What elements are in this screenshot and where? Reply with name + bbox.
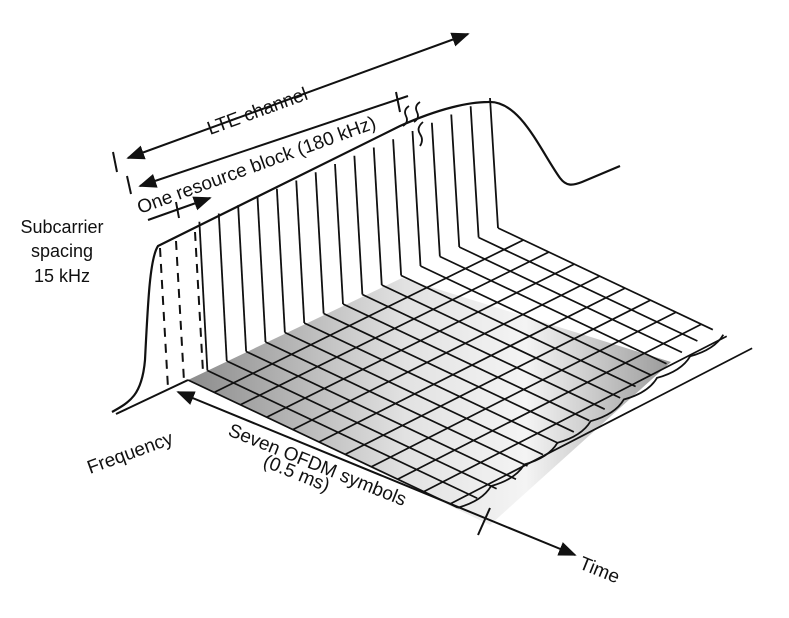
subcarrier-bar: [334, 163, 344, 305]
grid-time-line: [439, 255, 667, 365]
subcarrier-bar: [469, 106, 480, 238]
lte-channel-arrow: [126, 32, 470, 160]
subcarrier-spacing-tick: [175, 201, 180, 219]
subcarrier-label-line1: Subcarrier: [20, 217, 103, 237]
time-axis-arrow: [176, 391, 577, 556]
subcarrier-bar: [198, 221, 209, 371]
subcarrier-label-line3: 15 kHz: [34, 266, 90, 286]
subcarrier-bar: [314, 172, 325, 314]
subcarrier-bar: [237, 205, 248, 352]
lte-channel-tick: [112, 151, 118, 173]
subcarrier-bar: [392, 139, 403, 276]
grid-time-line: [362, 293, 606, 410]
grid-time-line: [458, 246, 683, 354]
resource-block-label: One resource block (180 kHz): [135, 113, 379, 219]
grid-time-line: [381, 284, 621, 399]
time-label: Time: [576, 553, 622, 588]
subcarrier-bar: [275, 188, 286, 333]
frequency-baseline: [115, 379, 189, 415]
resource-block-tick-right: [395, 91, 401, 113]
subcarrier-dashed-line-1: [159, 247, 169, 389]
resource-block-tick-left: [126, 175, 132, 195]
subcarrier-label-line2: spacing: [31, 241, 93, 261]
subcarrier-dashed-line-3: [194, 231, 204, 373]
lte-channel-label: LTE channel: [205, 84, 311, 140]
subcarrier-bar: [372, 147, 383, 286]
subcarrier-bar: [353, 155, 364, 295]
subcarrier-bar: [217, 213, 228, 362]
subcarrier-bar: [295, 180, 306, 324]
resource-block-arrow: [138, 95, 409, 188]
subcarrier-dashed-line-2: [175, 240, 185, 382]
grid-frequency-line: [240, 251, 550, 406]
grid-frequency-line: [213, 239, 524, 394]
subcarrier-bar: [489, 97, 499, 229]
subcarrier-spacing-arrow: [147, 196, 212, 221]
subcarrier-bar: [450, 114, 461, 248]
subcarrier-bar: [411, 130, 422, 267]
ofdm-end-tick: [477, 507, 491, 536]
grid-time-line: [420, 265, 652, 376]
grid-time-line: [400, 274, 636, 388]
subcarrier-bar: [256, 196, 267, 343]
grid-time-line: [497, 227, 714, 331]
break-symbol: [402, 101, 424, 147]
subcarrier-bar: [430, 122, 441, 257]
frequency-label: Frequency: [85, 428, 177, 479]
grid-time-line: [478, 236, 698, 342]
